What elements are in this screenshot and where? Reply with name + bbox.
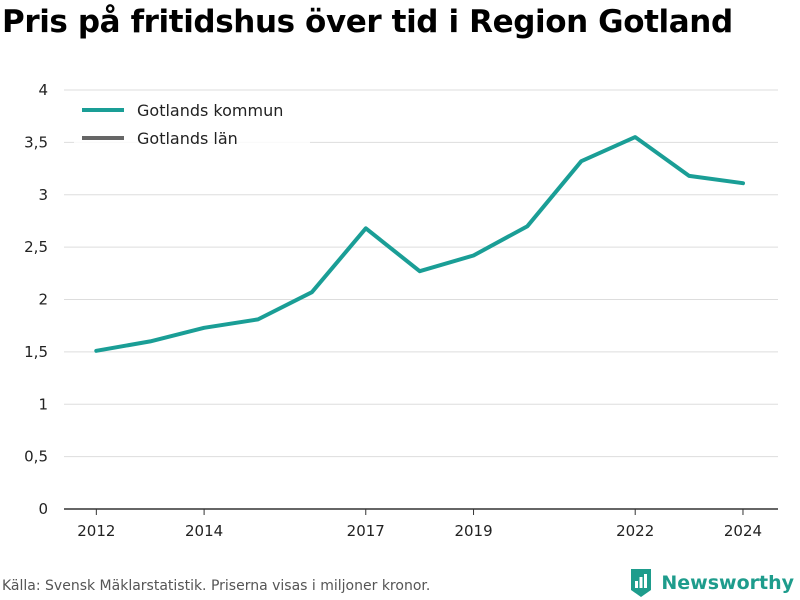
data-point[interactable] <box>201 325 207 331</box>
grid-lines <box>64 89 778 458</box>
x-tick-label: 2017 <box>347 522 385 540</box>
legend[interactable]: Gotlands kommun Gotlands län <box>74 94 310 152</box>
brand-logo[interactable]: Newsworthy <box>629 568 794 598</box>
x-tick-label: 2022 <box>616 522 654 540</box>
x-tick-label: 2014 <box>185 522 223 540</box>
source-note: Källa: Svensk Mäklarstatistik. Priserna … <box>2 578 431 594</box>
axes: 0 0,5 1 1,5 2 2,5 3 3,5 4 2012 2014 2017 2019 2022 202… <box>24 81 778 540</box>
legend-label[interactable]: Gotlands län <box>137 129 238 148</box>
y-tick-label: 3,5 <box>24 133 48 151</box>
y-tick-label: 3 <box>38 186 48 204</box>
y-tick-label: 1,5 <box>24 343 48 361</box>
data-point[interactable] <box>255 316 261 322</box>
data-point[interactable] <box>363 225 369 231</box>
data-point[interactable] <box>686 173 692 179</box>
data-point[interactable] <box>309 289 315 295</box>
x-tick-label: 2024 <box>724 522 762 540</box>
y-tick-label: 0,5 <box>24 448 48 466</box>
y-tick-label: 1 <box>38 395 48 413</box>
data-point[interactable] <box>147 338 153 344</box>
y-tick-label: 0 <box>38 500 48 518</box>
data-point[interactable] <box>524 223 530 229</box>
x-tick-label: 2012 <box>77 522 115 540</box>
brand-name: Newsworthy <box>661 572 794 594</box>
data-point[interactable] <box>471 253 477 259</box>
series-line-0[interactable] <box>94 135 745 353</box>
data-point[interactable] <box>632 134 638 140</box>
legend-background <box>74 94 310 152</box>
y-tick-label: 4 <box>38 81 48 99</box>
legend-label[interactable]: Gotlands kommun <box>137 101 283 120</box>
data-point[interactable] <box>93 348 99 354</box>
series-lines <box>93 134 746 354</box>
newsworthy-logo-icon <box>631 569 652 597</box>
data-point[interactable] <box>578 158 584 164</box>
data-point[interactable] <box>417 268 423 274</box>
y-tick-label: 2,5 <box>24 238 48 256</box>
y-tick-label: 2 <box>38 291 48 309</box>
chart-title: Pris på fritidshus över tid i Region Got… <box>2 4 733 40</box>
x-tick-label: 2019 <box>454 522 492 540</box>
data-point[interactable] <box>740 180 746 186</box>
